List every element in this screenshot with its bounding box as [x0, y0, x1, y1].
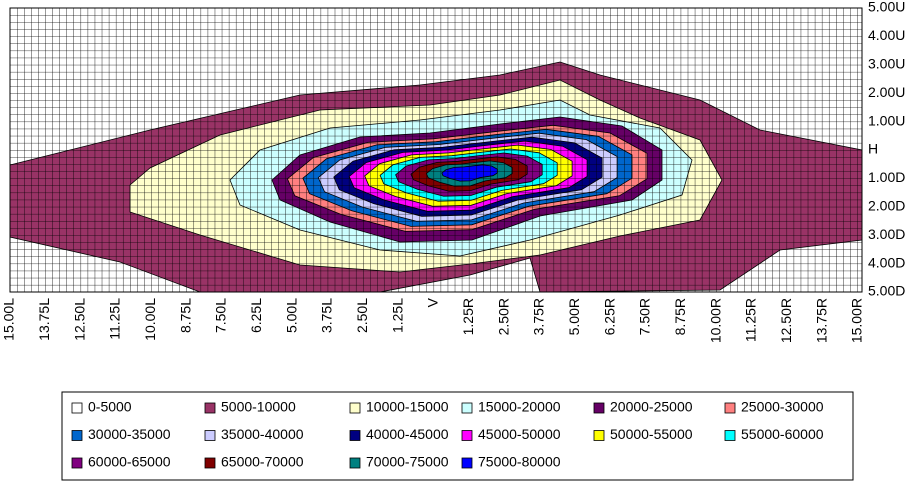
legend-label: 45000-50000 — [478, 426, 561, 442]
legend-label: 40000-45000 — [366, 426, 449, 442]
x-tick-label: V — [425, 297, 441, 307]
y-tick-label: 2.00U — [868, 84, 905, 100]
x-tick-label: 3.75R — [531, 298, 547, 335]
legend-swatch — [204, 402, 216, 414]
x-tick-label: 12.50R — [778, 298, 794, 343]
x-tick-label: 11.25L — [107, 298, 123, 340]
legend-swatch — [461, 457, 473, 469]
legend: 0-5000 5000-10000 10000-15000 15000-20000 20… — [71, 399, 824, 470]
legend-label: 60000-65000 — [88, 454, 171, 470]
x-tick-label: 13.75R — [813, 298, 829, 343]
x-tick-label: 6.25L — [248, 298, 264, 333]
x-tick-label: 1.25R — [460, 298, 476, 335]
legend-swatch — [71, 457, 83, 469]
legend-label: 10000-15000 — [366, 399, 449, 415]
legend-swatch — [204, 457, 216, 469]
x-tick-label: 11.25R — [743, 298, 759, 342]
legend-swatch — [71, 430, 83, 441]
legend-swatch — [724, 430, 736, 441]
x-axis: 15.00L 13.75L 12.50L 11.25L 10.00L 8.75L 7.50L… — [1, 297, 865, 343]
y-tick-label: 4.00D — [868, 254, 905, 270]
x-tick-label: 6.25R — [601, 298, 617, 335]
y-tick-label: H — [868, 141, 878, 157]
y-tick-label: 2.00D — [868, 198, 905, 214]
y-tick-label: 3.00D — [868, 226, 905, 242]
x-tick-label: 2.50L — [354, 298, 370, 333]
legend-swatch — [349, 402, 361, 414]
legend-label: 15000-20000 — [478, 399, 561, 415]
legend-swatch — [593, 430, 605, 441]
legend-swatch — [349, 457, 361, 469]
legend-swatch — [349, 430, 361, 441]
legend-swatch — [593, 402, 605, 414]
legend-label: 75000-80000 — [478, 454, 561, 470]
legend-swatch — [461, 402, 473, 414]
y-tick-label: 1.00U — [868, 112, 905, 128]
x-tick-label: 3.75L — [319, 298, 335, 333]
mesh-grid — [9, 7, 863, 293]
x-tick-label: 7.50L — [213, 298, 229, 333]
x-tick-label: 8.75R — [672, 298, 688, 335]
y-axis: 5.00U 4.00U 3.00U 2.00U 1.00U H 1.00D 2.00D 3.00… — [868, 0, 905, 299]
legend-label: 50000-55000 — [610, 426, 693, 442]
legend-swatch — [71, 402, 83, 414]
y-tick-label: 1.00D — [868, 169, 905, 185]
x-tick-label: 12.50L — [71, 298, 87, 341]
x-tick-label: 1.25L — [389, 298, 405, 333]
legend-box — [61, 391, 854, 481]
x-tick-label: 10.00L — [142, 298, 158, 341]
x-tick-label: 5.00R — [566, 298, 582, 335]
y-tick-label: 3.00U — [868, 56, 905, 72]
x-tick-label: 2.50R — [495, 298, 511, 335]
legend-swatch — [461, 430, 473, 441]
x-tick-label: 13.75L — [36, 298, 52, 341]
y-tick-label: 4.00U — [868, 27, 905, 43]
legend-label: 35000-40000 — [221, 426, 304, 442]
legend-label: 30000-35000 — [88, 426, 171, 442]
legend-swatch — [204, 430, 216, 441]
legend-label: 25000-30000 — [741, 399, 824, 415]
x-tick-label: 15.00R — [849, 298, 865, 343]
y-tick-label: 5.00D — [868, 283, 905, 299]
legend-label: 20000-25000 — [610, 399, 693, 415]
x-tick-label: 5.00L — [283, 298, 299, 333]
legend-label: 70000-75000 — [366, 454, 449, 470]
x-tick-label: 7.50R — [637, 298, 653, 335]
legend-label: 55000-60000 — [741, 426, 824, 442]
legend-label: 5000-10000 — [221, 399, 296, 415]
x-tick-label: 8.75L — [177, 298, 193, 333]
x-tick-label: 10.00R — [707, 298, 723, 343]
legend-label: 65000-70000 — [221, 454, 304, 470]
x-tick-label: 15.00L — [1, 298, 17, 341]
y-tick-label: 5.00U — [868, 0, 905, 15]
legend-label: 0-5000 — [88, 399, 132, 415]
legend-swatch — [724, 402, 736, 414]
